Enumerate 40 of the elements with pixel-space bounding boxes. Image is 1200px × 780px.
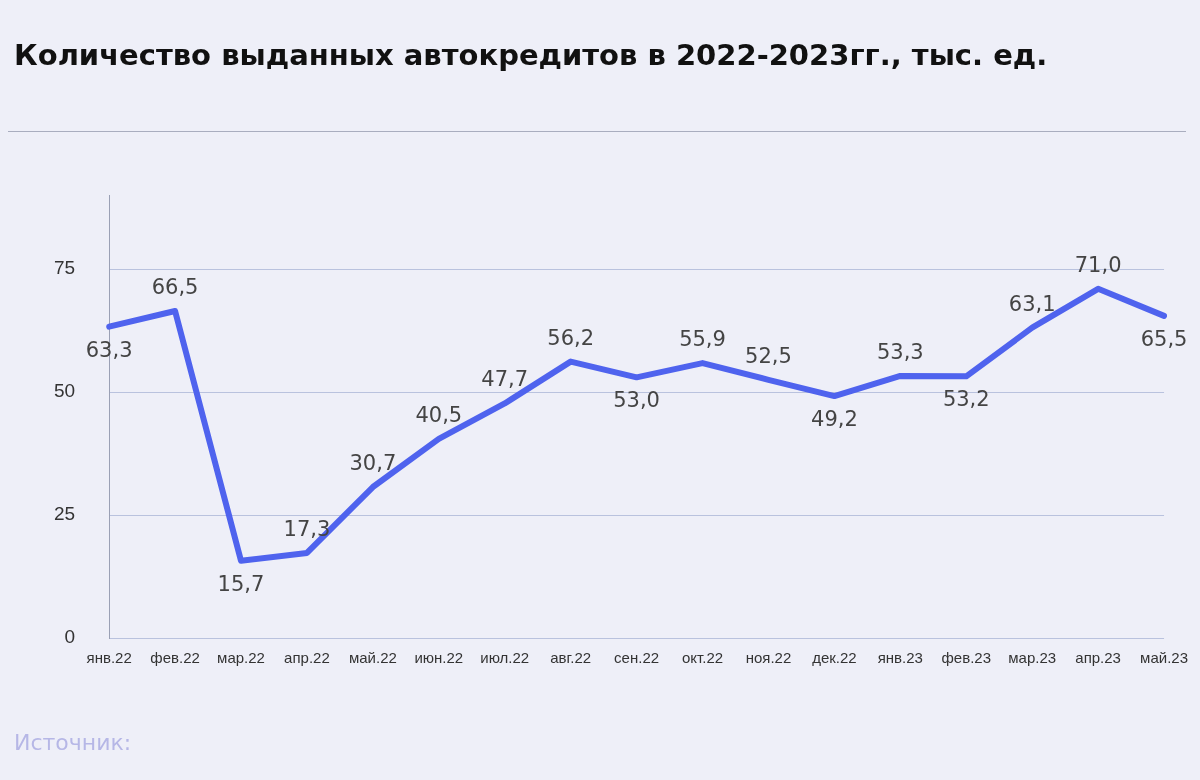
x-tick-label: мар.22 xyxy=(217,649,265,667)
y-tick-label: 0 xyxy=(64,626,76,648)
x-tick-label: июл.22 xyxy=(480,649,530,667)
y-tick-label: 75 xyxy=(53,257,76,279)
data-label: 52,5 xyxy=(745,343,792,368)
x-tick-label: мар.23 xyxy=(1008,649,1057,667)
chart-title: Количество выданных автокредитов в 2022-2023гг., тыс. ед. xyxy=(14,38,1048,72)
data-label: 30,7 xyxy=(349,450,397,475)
data-label: 55,9 xyxy=(679,327,726,352)
y-tick-label: 25 xyxy=(53,503,76,525)
data-label: 53,0 xyxy=(613,388,660,413)
x-tick-label: фев.23 xyxy=(941,649,992,667)
data-label: 66,5 xyxy=(151,274,199,299)
x-tick-label: фев.22 xyxy=(150,649,200,667)
x-tick-label: окт.22 xyxy=(681,649,724,667)
x-tick-label: июн.22 xyxy=(414,649,464,667)
x-tick-label: апр.23 xyxy=(1075,649,1121,667)
data-label: 63,1 xyxy=(1008,291,1056,316)
data-label: 15,7 xyxy=(217,571,265,596)
data-label: 71,0 xyxy=(1074,252,1122,277)
data-label: 56,2 xyxy=(547,325,595,350)
data-label: 65,5 xyxy=(1140,326,1188,351)
x-tick-label: янв.23 xyxy=(877,649,923,667)
x-tick-label: янв.22 xyxy=(86,649,132,667)
text: Источник: xyxy=(14,730,132,755)
data-label: 53,2 xyxy=(942,387,990,412)
y-tick-label: 50 xyxy=(53,380,76,402)
data-label: 63,3 xyxy=(85,337,133,362)
x-tick-label: апр.22 xyxy=(284,649,330,667)
x-tick-label: май.22 xyxy=(348,649,397,667)
x-tick-label: дек.22 xyxy=(812,649,857,667)
data-label: 17,3 xyxy=(283,516,331,541)
data-label: 49,2 xyxy=(811,407,858,431)
data-label: 47,7 xyxy=(481,367,529,392)
x-tick-label: май.23 xyxy=(1140,649,1188,667)
x-tick-label: авг.22 xyxy=(550,649,592,667)
x-tick-label: ноя.22 xyxy=(745,649,792,667)
data-label: 53,3 xyxy=(876,339,924,364)
data-label: 40,5 xyxy=(415,402,463,427)
x-tick-label: сен.22 xyxy=(614,649,660,667)
